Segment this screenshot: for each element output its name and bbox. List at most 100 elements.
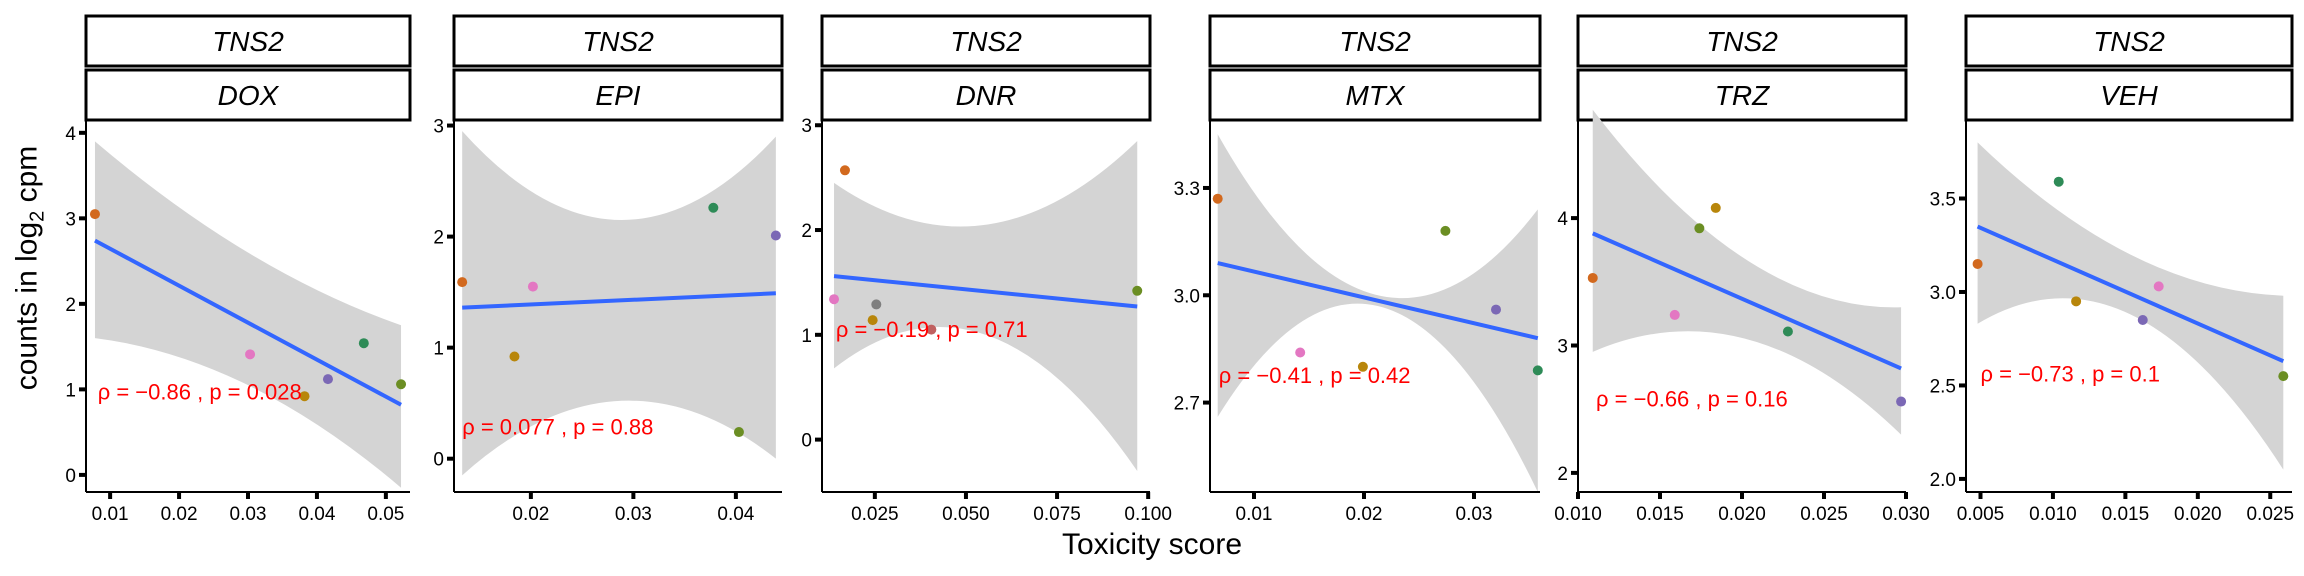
y-tick-label: 3 [433, 117, 444, 138]
y-tick-label: 2.0 [1930, 470, 1956, 491]
facet-strip-inner [84, 68, 412, 122]
facet-panel-dnr: TNS2 DNR ρ = −0.19 , p = 0.71 0 1 2 3 0.025 0.05… [801, 14, 1172, 525]
data-point [299, 391, 310, 402]
data-point [829, 294, 840, 305]
y-tick-label: 1 [433, 339, 444, 360]
data-point [89, 209, 100, 220]
correlation-annotation: ρ = −0.66 , p = 0.16 [1596, 387, 1788, 412]
annotation-rho: ρ = −0.66 , [1596, 387, 1708, 412]
data-point [926, 324, 937, 335]
facet-strip-outer [84, 14, 412, 68]
confidence-band [1217, 134, 1538, 493]
x-tick-label: 0.025 [851, 504, 899, 525]
x-tick-label: 0.02 [1346, 504, 1383, 525]
facet-strip-outer [820, 14, 1152, 68]
data-point [2053, 176, 2064, 187]
data-point [867, 315, 878, 326]
annotation-p: p = 0.16 [1708, 387, 1788, 412]
y-tick-label: 4 [1557, 209, 1568, 230]
confidence-band [1592, 109, 1902, 435]
facet-strip-outer-label: TNS2 [1706, 26, 1778, 57]
confidence-band [834, 140, 1138, 472]
facet-strip-inner [1964, 68, 2294, 122]
facet-strip-outer [1964, 14, 2294, 68]
x-tick-label: 0.020 [1718, 504, 1766, 525]
facet-strip-outer-label: TNS2 [582, 26, 654, 57]
facet-strip-inner-label: EPI [595, 80, 640, 111]
annotation-p: p = 0.028 [209, 380, 301, 405]
regression-line [94, 238, 402, 407]
y-tick-label: 2 [433, 228, 444, 249]
y-tick-label: 2.5 [1930, 376, 1956, 397]
facet-strip-inner [452, 68, 784, 122]
correlation-annotation: ρ = −0.19 , p = 0.71 [836, 317, 1028, 342]
annotation-rho: ρ = −0.19 , [836, 317, 948, 342]
x-tick-label: 0.05 [367, 504, 404, 525]
data-point [770, 230, 781, 241]
y-tick-label: 0 [433, 450, 444, 471]
facet-strip-outer-label: TNS2 [950, 26, 1022, 57]
y-tick-label: 2 [1557, 464, 1568, 485]
data-point [733, 427, 744, 438]
data-point [1587, 272, 1598, 283]
x-tick-label: 0.050 [942, 504, 990, 525]
x-tick-label: 0.03 [1456, 504, 1493, 525]
facet-strip-inner-label: VEH [2100, 80, 2158, 111]
y-tick-label: 3.0 [1930, 283, 1956, 304]
regression-line [1217, 261, 1539, 341]
data-point [1532, 365, 1543, 376]
facet-strip-inner-label: MTX [1345, 80, 1405, 111]
x-tick-label: 0.01 [92, 504, 129, 525]
confidence-band [462, 131, 776, 476]
correlation-annotation: ρ = −0.86 , p = 0.028 [98, 380, 302, 405]
data-point [1896, 396, 1907, 407]
facet-panel-veh: TNS2 VEH ρ = −0.73 , p = 0.1 2.0 2.5 3.0 3.5 0.… [1930, 14, 2294, 525]
regression-line [1591, 231, 1902, 371]
data-point [1357, 361, 1368, 372]
x-tick-label: 0.02 [512, 504, 549, 525]
x-tick-label: 0.010 [2029, 504, 2077, 525]
y-tick-label: 2 [65, 295, 76, 316]
annotation-p: p = 0.42 [1330, 363, 1410, 388]
y-tick-label: 1 [801, 326, 812, 347]
confidence-band [94, 141, 402, 488]
y-tick-label: 3 [65, 209, 76, 230]
data-point [1491, 304, 1501, 315]
y-tick-label: 2 [801, 221, 812, 242]
facet-strip-inner-label: TRZ [1715, 80, 1770, 111]
annotation-rho: ρ = −0.86 , [98, 380, 210, 405]
x-tick-label: 0.025 [1800, 504, 1848, 525]
annotation-rho: ρ = −0.41 , [1219, 363, 1331, 388]
x-tick-label: 0.04 [717, 504, 754, 525]
data-point [2137, 315, 2148, 326]
correlation-annotation: ρ = 0.077 , p = 0.88 [462, 414, 653, 439]
y-tick-label: 3.0 [1174, 286, 1200, 307]
data-point [1694, 223, 1705, 234]
data-point [1972, 258, 1983, 269]
data-point [322, 374, 333, 385]
data-point [509, 351, 520, 362]
x-tick-label: 0.015 [1636, 504, 1684, 525]
x-axis-label: Toxicity score [1061, 528, 1243, 561]
data-point [708, 202, 719, 213]
y-tick-label: 1 [65, 380, 76, 401]
facet-strip-inner-label: DNR [956, 80, 1017, 111]
x-tick-label: 0.015 [2102, 504, 2150, 525]
data-point [839, 165, 850, 176]
data-point [2071, 296, 2082, 307]
data-point [457, 277, 468, 288]
facet-strip-outer [1208, 14, 1542, 68]
facet-panel-mtx: TNS2 MTX ρ = −0.41 , p = 0.42 2.7 3.0 3.3 0.01… [1174, 14, 1543, 525]
annotation-rho: ρ = −0.73 , [1980, 362, 2092, 387]
data-point [1710, 202, 1721, 213]
x-tick-label: 0.04 [298, 504, 335, 525]
x-tick-label: 0.025 [2246, 504, 2294, 525]
data-point [1295, 347, 1306, 358]
x-tick-label: 0.02 [161, 504, 198, 525]
y-tick-label: 3 [1557, 336, 1568, 357]
data-point [1212, 193, 1223, 204]
facet-strip-outer-label: TNS2 [2093, 26, 2165, 57]
data-point [2153, 281, 2164, 292]
